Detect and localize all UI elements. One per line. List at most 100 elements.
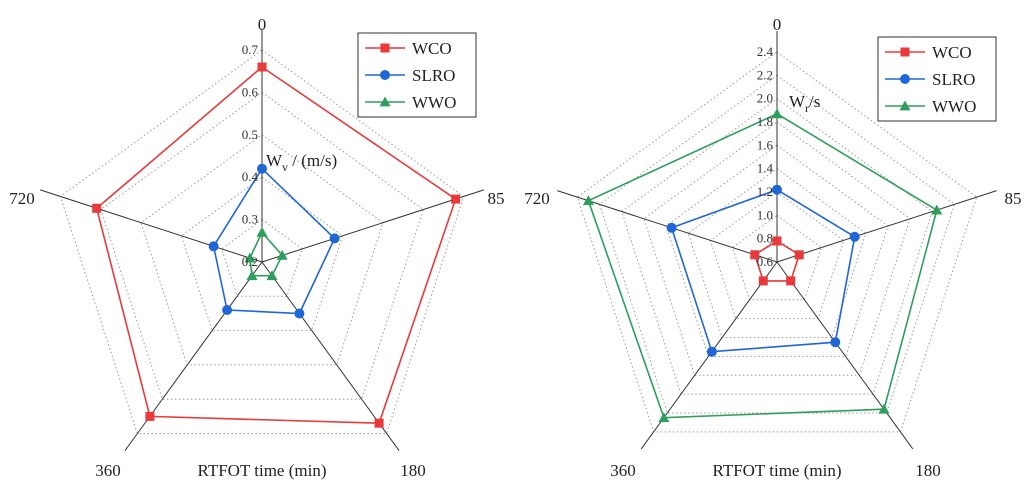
left-series <box>92 62 461 428</box>
grid-ring <box>576 51 978 433</box>
grid-ring <box>221 218 303 297</box>
axis-spoke <box>261 189 484 263</box>
data-point-wwo-0 <box>771 108 783 119</box>
left-radar-chart: 0.2 0.3 0.4 0.5 0.6 0.7 0 85 180 360 720 RTFO… <box>9 15 504 480</box>
series-line-slro <box>212 167 336 315</box>
data-point-wco-720 <box>750 250 760 260</box>
right-radial-axis-title: Wr/s <box>789 92 820 115</box>
data-point-wco-85 <box>451 194 461 204</box>
data-point-wwo-720 <box>582 195 594 206</box>
data-point-wco-0 <box>772 236 782 246</box>
radial-tick-label: 0.3 <box>242 212 258 227</box>
right-category-label-720: 720 <box>524 189 550 208</box>
left-grid <box>40 28 484 451</box>
right-category-label-180: 180 <box>915 461 941 480</box>
data-point-wwo-85 <box>931 204 943 215</box>
data-point-wco-360 <box>145 411 155 421</box>
radial-tick-label: 1.8 <box>757 114 773 129</box>
grid-ring <box>643 121 911 376</box>
right-category-labels: 0 85 180 360 720 <box>524 15 1021 480</box>
left-radial-title-rest: / (m/s) <box>288 151 337 170</box>
right-category-label-360: 360 <box>610 461 636 480</box>
radial-tick-label: 2.2 <box>757 67 773 82</box>
series-line-wco <box>95 65 457 425</box>
left-category-label-360: 360 <box>95 461 121 480</box>
legend-label-wwo: WWO <box>412 93 456 112</box>
right-series <box>582 108 943 423</box>
grid-ring <box>709 191 845 320</box>
data-point-wco-720 <box>92 203 102 213</box>
radial-tick-label: 0.8 <box>757 231 773 246</box>
data-point-slro-360 <box>706 346 717 357</box>
data-point-slro-0 <box>772 184 782 195</box>
left-radial-axis-title: Wv / (m/s) <box>266 151 337 174</box>
data-point-wwo-720 <box>244 252 256 263</box>
left-tick-labels: 0.2 0.3 0.4 0.5 0.6 0.7 <box>242 42 259 269</box>
right-x-axis-title: RTFOT time (min) <box>713 461 842 480</box>
data-point-slro-180 <box>294 308 305 319</box>
legend-marker-wco <box>380 43 390 53</box>
right-tick-labels: 0.6 0.8 1.0 1.2 1.4 1.6 1.8 2.0 2.2 2.4 <box>757 44 774 269</box>
data-point-wwo-85 <box>276 249 288 260</box>
axis-spoke <box>40 189 263 263</box>
legend-label-wwo: WWO <box>932 97 976 116</box>
radial-tick-label: 2.0 <box>757 91 773 106</box>
left-radial-title-main: W <box>266 151 283 170</box>
left-radial-title-sub: v <box>282 160 288 174</box>
legend-marker-wwo <box>379 96 391 107</box>
right-category-label-85: 85 <box>1005 189 1022 208</box>
radial-tick-label: 0.2 <box>242 254 258 269</box>
data-point-wwo-180 <box>878 403 890 414</box>
data-point-wwo-0 <box>256 226 268 237</box>
axis-spoke <box>124 261 263 451</box>
radial-tick-label: 0.6 <box>757 254 774 269</box>
grid-ring <box>732 214 822 301</box>
right-radial-title-sub: r <box>805 101 809 115</box>
radial-tick-label: 1.2 <box>757 184 773 199</box>
legend-label-slro: SLRO <box>932 70 975 89</box>
right-radial-title-rest: /s <box>809 92 820 111</box>
radial-tick-label: 0.4 <box>242 169 259 184</box>
left-x-axis-title: RTFOT time (min) <box>198 461 327 480</box>
radial-tick-label: 1.4 <box>757 161 774 176</box>
data-point-slro-85 <box>329 233 340 244</box>
legend-marker-slro <box>380 70 390 80</box>
data-point-wwo-180 <box>266 270 278 281</box>
data-point-slro-720 <box>208 241 219 252</box>
radial-tick-label: 0.6 <box>242 84 259 99</box>
radial-tick-label: 1.0 <box>757 207 773 222</box>
grid-ring <box>180 176 344 332</box>
left-legend: WCO SLRO WWO <box>357 32 477 118</box>
left-category-label-85: 85 <box>488 189 505 208</box>
legend-label-wco: WCO <box>412 39 452 58</box>
data-point-wco-85 <box>794 250 804 260</box>
legend-label-wco: WCO <box>932 43 972 62</box>
data-point-slro-85 <box>849 231 860 242</box>
data-point-wco-180 <box>374 418 384 428</box>
radial-tick-label: 1.6 <box>757 137 774 152</box>
radial-tick-label: 0.7 <box>242 42 259 57</box>
data-point-wco-360 <box>758 276 768 286</box>
data-point-slro-720 <box>666 222 677 233</box>
legend-label-slro: SLRO <box>412 66 455 85</box>
legend-marker-wwo <box>899 100 911 111</box>
axis-spoke <box>776 190 997 263</box>
series-line-slro <box>670 188 856 353</box>
grid-ring <box>687 168 867 338</box>
left-category-label-720: 720 <box>9 189 35 208</box>
data-point-slro-180 <box>830 337 841 348</box>
legend-marker-wco <box>900 47 910 57</box>
left-category-label-0: 0 <box>258 15 267 34</box>
data-point-wco-0 <box>257 62 267 72</box>
right-category-label-0: 0 <box>773 15 782 34</box>
right-legend: WCO SLRO WWO <box>877 36 997 122</box>
left-category-labels: 0 85 180 360 720 <box>9 15 504 480</box>
radial-tick-label: 2.4 <box>757 44 774 59</box>
data-point-wco-180 <box>786 276 796 286</box>
legend-marker-slro <box>900 74 910 84</box>
series-line-wwo <box>587 112 938 419</box>
left-category-label-180: 180 <box>400 461 426 480</box>
data-point-wwo-360 <box>246 270 258 281</box>
grid-ring <box>140 134 384 366</box>
